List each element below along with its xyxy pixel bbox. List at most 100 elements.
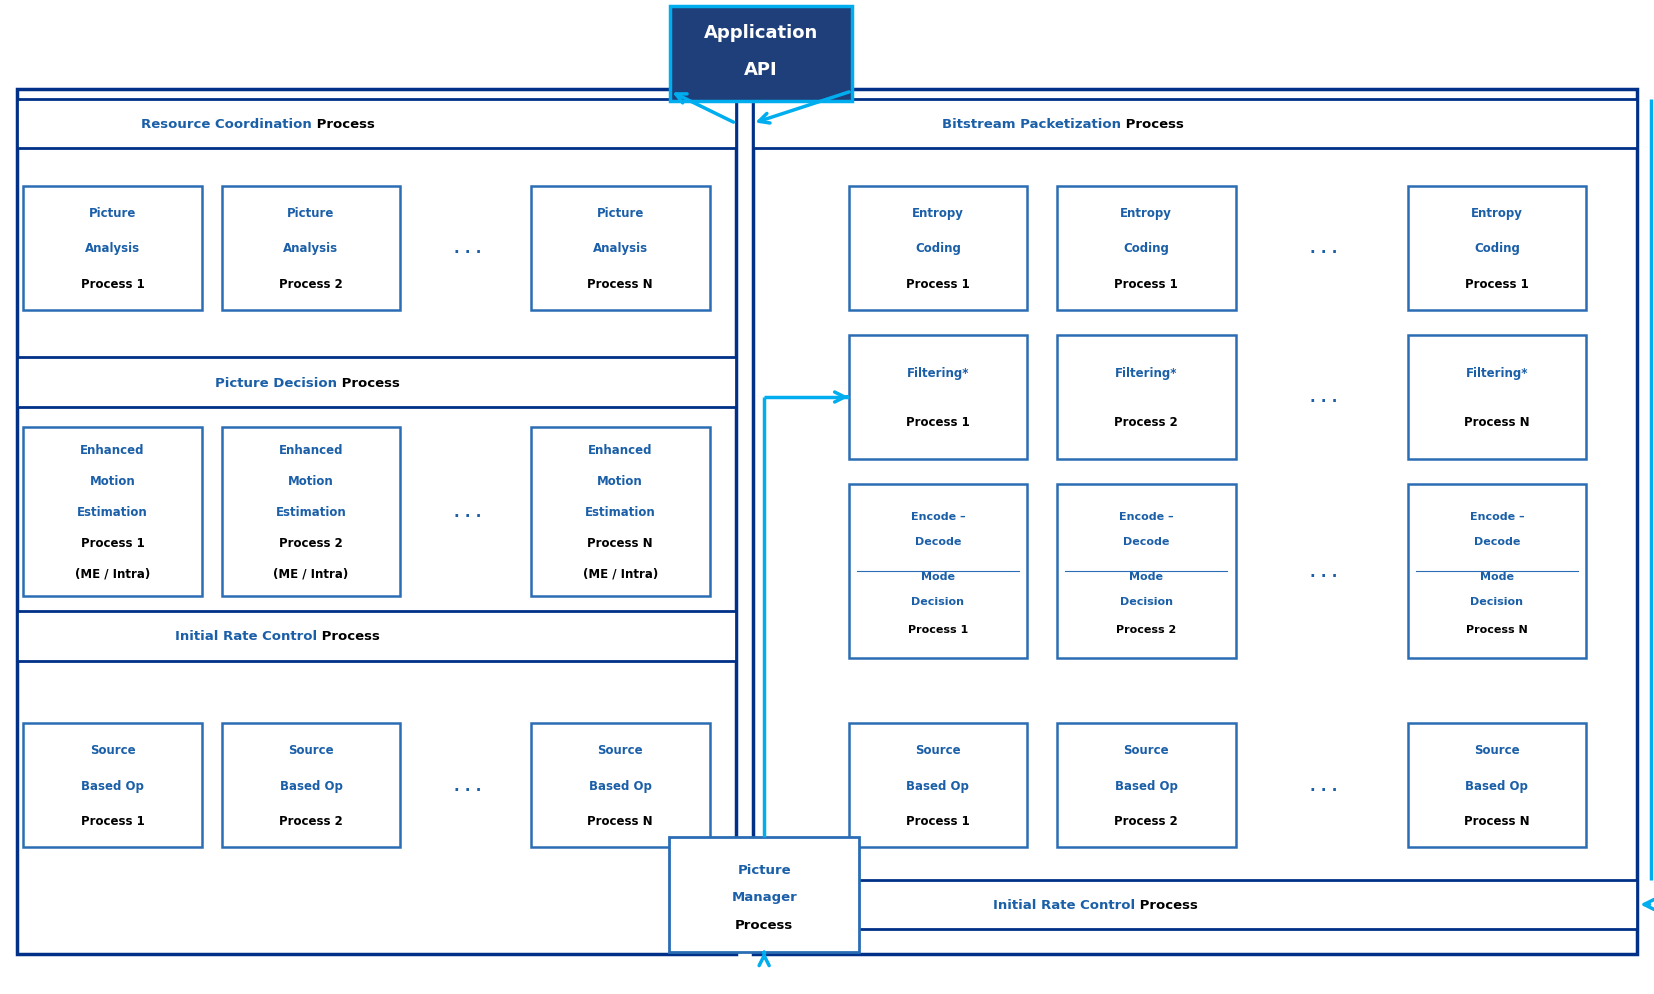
Text: Filtering*: Filtering*	[1115, 366, 1178, 380]
Text: Estimation: Estimation	[586, 505, 655, 519]
Text: Encode –: Encode –	[1118, 512, 1174, 522]
FancyBboxPatch shape	[17, 611, 736, 661]
Text: Process: Process	[311, 117, 375, 131]
FancyBboxPatch shape	[222, 724, 400, 847]
Text: Motion: Motion	[597, 475, 643, 488]
Text: Picture: Picture	[597, 207, 643, 220]
Text: Enhanced: Enhanced	[589, 444, 652, 457]
Text: Process 1: Process 1	[906, 814, 969, 827]
Text: Based Op: Based Op	[1465, 778, 1528, 792]
Text: Decision: Decision	[911, 596, 964, 606]
FancyBboxPatch shape	[1057, 336, 1236, 459]
Text: Motion: Motion	[288, 475, 334, 488]
Text: Estimation: Estimation	[276, 505, 346, 519]
Text: Process 2: Process 2	[280, 277, 342, 290]
Text: Based Op: Based Op	[280, 778, 342, 792]
Text: Initial Rate Control: Initial Rate Control	[175, 629, 316, 643]
FancyBboxPatch shape	[849, 336, 1027, 459]
Text: Process 2: Process 2	[280, 536, 342, 549]
Text: Process 2: Process 2	[1115, 814, 1178, 827]
FancyBboxPatch shape	[1408, 187, 1586, 310]
Text: Entropy: Entropy	[1470, 207, 1523, 220]
FancyBboxPatch shape	[1057, 187, 1236, 310]
Text: . . .: . . .	[1310, 564, 1336, 580]
Text: Process N: Process N	[587, 277, 653, 290]
Text: Process 1: Process 1	[81, 277, 144, 290]
FancyBboxPatch shape	[753, 99, 1637, 149]
Text: Decode: Decode	[1123, 537, 1169, 547]
Text: Process 1: Process 1	[906, 415, 969, 429]
Text: Based Op: Based Op	[589, 778, 652, 792]
Text: Decode: Decode	[1474, 537, 1520, 547]
Text: Motion: Motion	[89, 475, 136, 488]
Text: Process 1: Process 1	[1115, 277, 1178, 290]
Text: Initial Rate Control Process: Initial Rate Control Process	[275, 629, 478, 643]
FancyBboxPatch shape	[17, 358, 736, 408]
Text: (ME / Intra): (ME / Intra)	[273, 567, 349, 580]
Text: Analysis: Analysis	[84, 242, 141, 255]
Text: Resource Coordination Process: Resource Coordination Process	[260, 117, 493, 131]
Text: Source: Source	[1123, 744, 1169, 756]
Text: Process 1: Process 1	[906, 277, 969, 290]
FancyBboxPatch shape	[849, 485, 1027, 658]
Text: Initial Rate Control Process: Initial Rate Control Process	[1093, 898, 1297, 911]
Text: Process: Process	[316, 629, 380, 643]
Text: Entropy: Entropy	[1120, 207, 1173, 220]
Text: Filtering*: Filtering*	[1465, 366, 1528, 380]
Text: Process: Process	[1121, 117, 1184, 131]
FancyBboxPatch shape	[1057, 724, 1236, 847]
Text: Initial Rate Control: Initial Rate Control	[994, 898, 1135, 911]
FancyBboxPatch shape	[849, 724, 1027, 847]
Text: (ME / Intra): (ME / Intra)	[74, 567, 151, 580]
Text: Process 1: Process 1	[1465, 277, 1528, 290]
FancyBboxPatch shape	[1408, 485, 1586, 658]
Text: Process: Process	[1135, 898, 1199, 911]
Text: Based Op: Based Op	[906, 778, 969, 792]
Text: . . .: . . .	[455, 777, 481, 793]
FancyBboxPatch shape	[23, 724, 202, 847]
FancyBboxPatch shape	[753, 880, 1637, 929]
Text: Source: Source	[915, 744, 961, 756]
FancyBboxPatch shape	[1057, 485, 1236, 658]
Text: Process N: Process N	[1465, 624, 1528, 634]
Text: Application: Application	[703, 24, 819, 42]
FancyBboxPatch shape	[23, 427, 202, 596]
Text: . . .: . . .	[1310, 241, 1336, 256]
FancyBboxPatch shape	[17, 89, 736, 954]
Text: Process 1: Process 1	[908, 624, 968, 634]
FancyBboxPatch shape	[670, 8, 852, 102]
Text: Process: Process	[734, 917, 794, 931]
Text: Process 2: Process 2	[280, 814, 342, 827]
Text: (ME / Intra): (ME / Intra)	[582, 567, 658, 580]
Text: Enhanced: Enhanced	[81, 444, 144, 457]
FancyBboxPatch shape	[17, 99, 736, 149]
Text: Source: Source	[288, 744, 334, 756]
Text: Enhanced: Enhanced	[280, 444, 342, 457]
Text: Encode –: Encode –	[910, 512, 966, 522]
Text: Coding: Coding	[1474, 242, 1520, 255]
Text: API: API	[744, 61, 777, 79]
Text: Decision: Decision	[1120, 596, 1173, 606]
Text: Process N: Process N	[1464, 415, 1530, 429]
Text: Process 1: Process 1	[81, 814, 144, 827]
Text: Mode: Mode	[921, 572, 954, 581]
Text: Bitstream Packetization: Bitstream Packetization	[941, 117, 1121, 131]
Text: . . .: . . .	[1310, 390, 1336, 406]
FancyBboxPatch shape	[753, 89, 1637, 954]
FancyBboxPatch shape	[668, 837, 860, 952]
FancyBboxPatch shape	[23, 187, 202, 310]
Text: Source: Source	[89, 744, 136, 756]
Text: Resource Coordination: Resource Coordination	[141, 117, 311, 131]
FancyBboxPatch shape	[222, 187, 400, 310]
Text: Process: Process	[337, 376, 400, 390]
Text: Mode: Mode	[1130, 572, 1163, 581]
Text: Picture Decision: Picture Decision	[215, 376, 337, 390]
FancyBboxPatch shape	[531, 187, 710, 310]
Text: Process N: Process N	[587, 814, 653, 827]
Text: Decision: Decision	[1470, 596, 1523, 606]
Text: Filtering*: Filtering*	[906, 366, 969, 380]
Text: Coding: Coding	[915, 242, 961, 255]
Text: Process 2: Process 2	[1115, 415, 1178, 429]
Text: Process N: Process N	[1464, 814, 1530, 827]
Text: Picture: Picture	[89, 207, 136, 220]
